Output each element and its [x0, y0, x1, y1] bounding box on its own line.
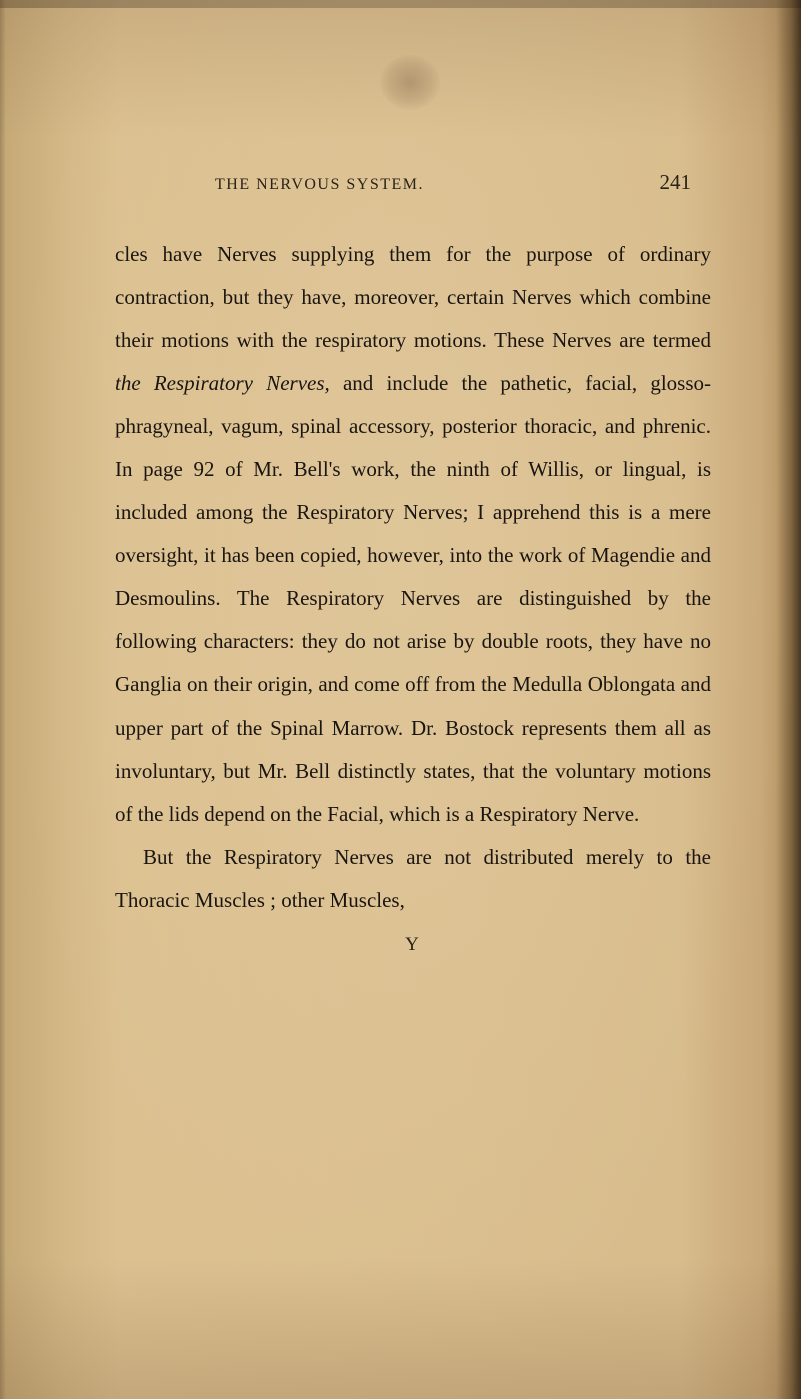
italic-phrase: the Respiratory Nerves, — [115, 371, 330, 395]
text-segment: and include the pathetic, facial, glosso… — [115, 371, 711, 825]
body-paragraph-1: cles have Nerves supplying them for the … — [115, 233, 711, 836]
body-paragraph-2: But the Respiratory Nerves are not distr… — [115, 836, 711, 922]
text-segment: cles have Nerves supplying them for the … — [115, 242, 711, 352]
book-page: THE NERVOUS SYSTEM. 241 cles have Nerves… — [0, 0, 801, 1399]
text-segment: But the Respiratory Nerves are not distr… — [115, 845, 711, 912]
signature-mark: Y — [115, 934, 711, 956]
page-number: 241 — [660, 170, 692, 195]
running-title: THE NERVOUS SYSTEM. — [215, 176, 424, 194]
page-header: THE NERVOUS SYSTEM. 241 — [115, 170, 711, 195]
